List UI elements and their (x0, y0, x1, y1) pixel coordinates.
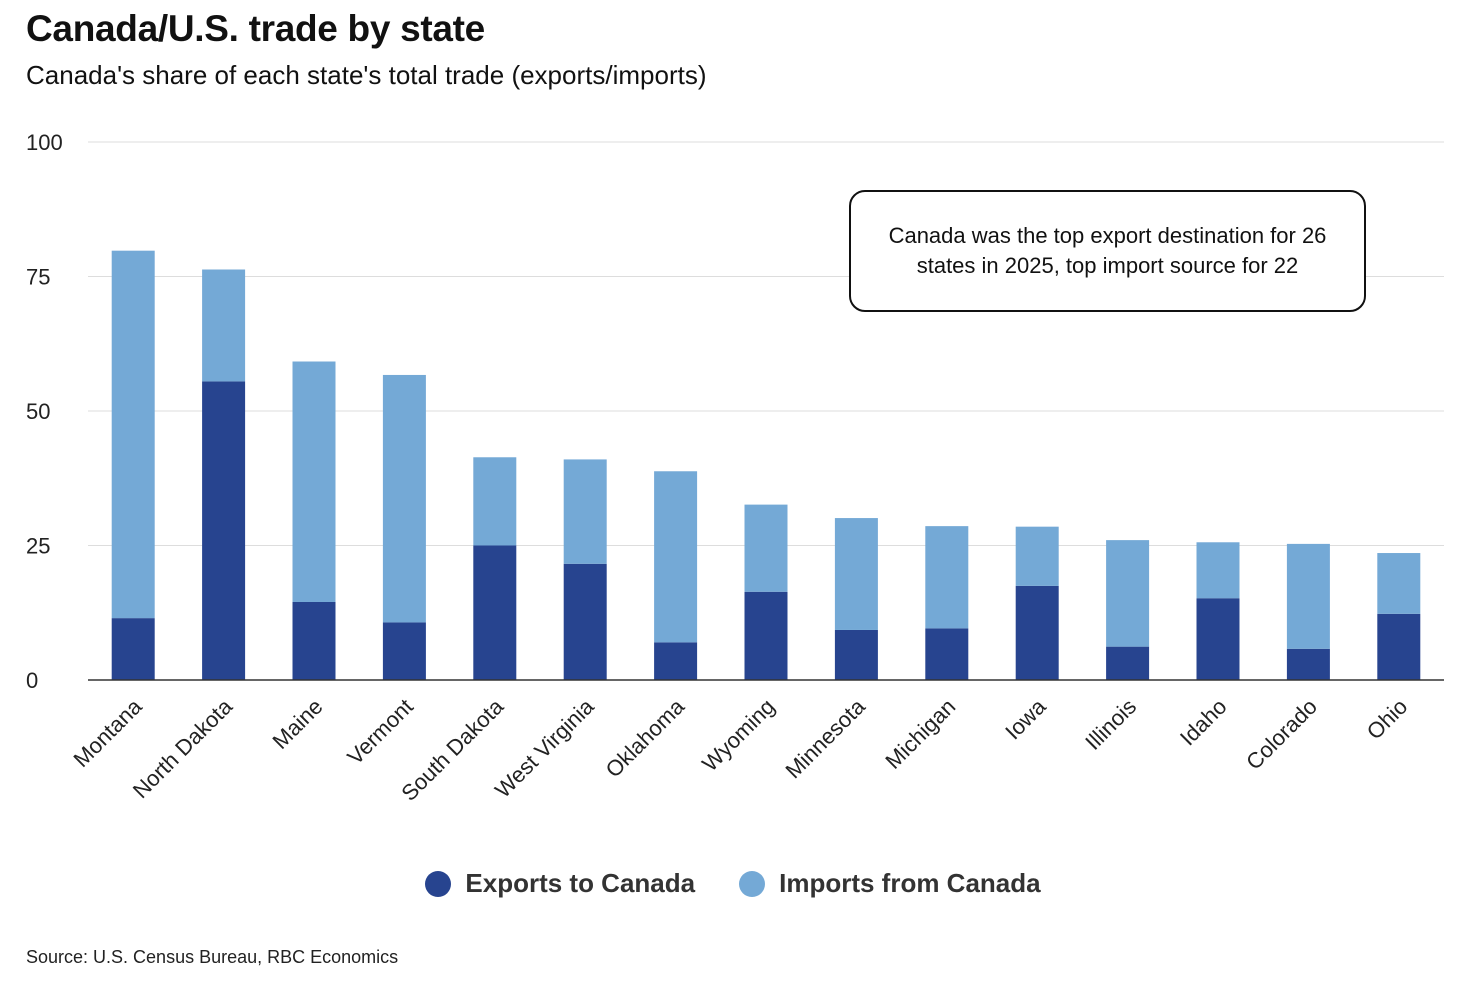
y-tick-label: 100 (26, 130, 63, 155)
x-tick-label: Michigan (880, 694, 960, 774)
source-note: Source: U.S. Census Bureau, RBC Economic… (26, 947, 399, 967)
x-tick-label: Minnesota (780, 693, 870, 783)
bar-exports (744, 591, 788, 680)
annotation-callout: Canada was the top export destination fo… (849, 190, 1366, 312)
x-tick-label: Maine (267, 694, 327, 754)
bar-exports (1377, 613, 1421, 680)
bar-imports (1015, 526, 1059, 586)
legend-item-exports: Exports to Canada (425, 868, 695, 899)
bar-imports (744, 504, 788, 592)
bar-imports (1377, 553, 1421, 614)
bar-imports (382, 374, 426, 623)
y-tick-label: 0 (26, 668, 38, 693)
legend-label-imports: Imports from Canada (779, 868, 1041, 898)
bar-exports (563, 563, 607, 680)
bar-imports (1286, 543, 1330, 649)
y-tick-label: 50 (26, 399, 50, 424)
x-tick-label: Iowa (1000, 693, 1051, 744)
bar-imports (473, 457, 517, 546)
legend-swatch-exports (425, 870, 452, 897)
bar-exports (111, 618, 155, 680)
bar-exports (834, 629, 878, 680)
bar-imports (202, 269, 246, 382)
x-tick-label: Colorado (1241, 694, 1322, 775)
bar-exports (1286, 648, 1330, 680)
bar-imports (563, 459, 607, 564)
y-tick-label: 25 (26, 534, 50, 559)
bar-imports (834, 518, 878, 630)
y-tick-label: 75 (26, 265, 50, 290)
chart-legend: Exports to Canada Imports from Canada (0, 868, 1466, 899)
bar-exports (292, 601, 336, 680)
bar-exports (1015, 585, 1059, 680)
x-tick-label: Ohio (1362, 694, 1413, 745)
bar-imports (925, 526, 969, 629)
bar-imports (1196, 542, 1240, 599)
bar-exports (1106, 646, 1150, 680)
x-tick-label: Illinois (1080, 694, 1141, 755)
bar-imports (292, 361, 336, 602)
bar-imports (654, 471, 698, 643)
bar-exports (202, 381, 246, 680)
bar-exports (925, 628, 969, 680)
bar-imports (111, 250, 155, 619)
bar-imports (1106, 540, 1150, 647)
x-tick-label: Vermont (342, 694, 418, 770)
x-tick-label: Montana (69, 693, 148, 772)
bar-exports (654, 642, 698, 680)
bar-exports (473, 545, 517, 680)
chart-title: Canada/U.S. trade by state (26, 8, 485, 49)
x-tick-label: Wyoming (697, 694, 779, 776)
chart-subtitle: Canada's share of each state's total tra… (26, 60, 707, 90)
bar-exports (382, 622, 426, 680)
legend-swatch-imports (739, 870, 766, 897)
x-tick-label: Idaho (1175, 694, 1232, 751)
legend-label-exports: Exports to Canada (465, 868, 696, 898)
x-tick-label: Oklahoma (601, 693, 690, 782)
legend-item-imports: Imports from Canada (739, 868, 1041, 899)
bar-exports (1196, 598, 1240, 680)
